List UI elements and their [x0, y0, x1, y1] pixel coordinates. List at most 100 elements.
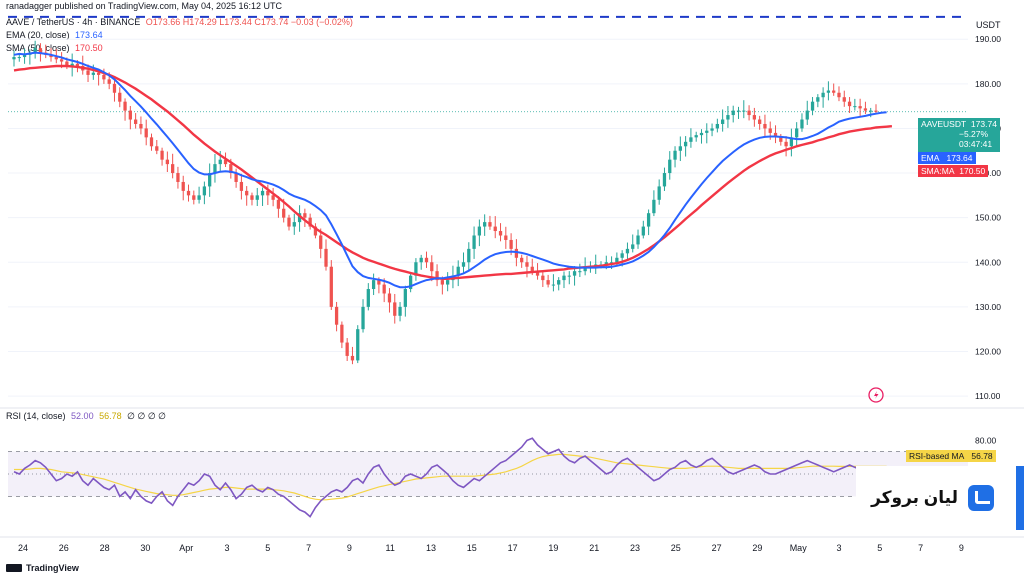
candle-body — [657, 186, 661, 200]
candle-body — [223, 159, 228, 165]
rsi-ma-tag-value: 56.78 — [971, 451, 993, 461]
candle-body — [541, 275, 545, 281]
time-tick-label: 25 — [671, 543, 681, 553]
candle-body — [795, 128, 799, 138]
ema-20-line — [13, 51, 887, 289]
price-tick-label: 130.00 — [975, 302, 1001, 312]
candle-body — [472, 235, 476, 249]
candle-body — [673, 150, 677, 160]
broker-brand: لیان بروکر — [856, 466, 1024, 530]
time-tick-label: 21 — [589, 543, 599, 553]
candle-body — [488, 222, 492, 227]
candle-body — [456, 266, 460, 276]
time-tick-label: 13 — [426, 543, 436, 553]
time-tick-label: 7 — [306, 543, 311, 553]
symbol-price-tag: AAVEUSDT 173.74 −5.27% 03:47:41 — [918, 118, 1000, 152]
candle-body — [75, 63, 80, 66]
candle-body — [805, 110, 809, 120]
candle-body — [763, 123, 767, 129]
candle-body — [821, 92, 825, 98]
candle-body — [350, 355, 355, 361]
price-axis[interactable]: 190.00180.00170.00160.00150.00140.00130.… — [975, 34, 1001, 401]
candle-body — [535, 271, 540, 276]
ema-legend[interactable]: EMA (20, close) 173.64 — [6, 30, 103, 41]
candle-body — [853, 106, 857, 108]
candle-body — [430, 262, 434, 272]
tradingview-icon — [6, 564, 22, 572]
time-axis[interactable]: 24 26 28 30 Apr 3 5 7 9 11 13 15 17 19 21 23 25 27 29 May 3 5… — [0, 536, 1024, 553]
candle-body — [22, 54, 27, 58]
candle-body — [562, 275, 566, 281]
candle-body — [398, 306, 402, 316]
candle-body — [419, 257, 423, 263]
candle-body — [165, 159, 170, 165]
candle-body — [208, 173, 212, 187]
rsi-legend-value: 52.00 — [71, 411, 94, 421]
candle-body — [572, 271, 577, 276]
ema-price-tag: EMA 173.64 — [918, 152, 976, 164]
candle-body — [874, 110, 878, 112]
candle-body — [118, 92, 122, 102]
tradingview-logo[interactable]: TradingView — [6, 563, 79, 573]
candle-body — [160, 150, 164, 160]
ema-legend-value: 173.64 — [75, 30, 103, 40]
candle-body — [477, 226, 482, 236]
candle-body — [181, 181, 185, 191]
candle-body — [636, 235, 640, 245]
candle-body — [742, 110, 746, 112]
candle-body — [863, 108, 868, 111]
candle-body — [641, 226, 645, 236]
sma-legend-value: 170.50 — [75, 43, 103, 53]
candle-body — [319, 235, 323, 249]
symbol-legend[interactable]: AAVE / TetherUS · 4h · BINANCE O173.66 H… — [6, 17, 353, 28]
rsi-ma-legend-value: 56.78 — [99, 411, 122, 421]
candle-body — [736, 110, 741, 112]
candle-body — [334, 306, 339, 325]
candle-body — [245, 190, 249, 196]
candle-body — [525, 262, 529, 267]
candle-body — [720, 119, 725, 124]
candle-body — [498, 231, 503, 236]
brand-logo-icon — [968, 485, 994, 511]
time-tick-label: 9 — [347, 543, 352, 553]
candle-body — [192, 195, 196, 200]
sma-tag-value: 170.50 — [959, 166, 986, 176]
candle-body — [186, 190, 191, 196]
sma-tag-label: SMA:MA — [921, 166, 955, 176]
candle-body — [86, 70, 90, 75]
time-tick-label: 5 — [265, 543, 270, 553]
candle-body — [12, 57, 16, 60]
candle-body — [229, 164, 233, 174]
candle-body — [239, 181, 244, 191]
time-tick-label: 11 — [386, 543, 395, 553]
time-tick-label: May — [790, 543, 808, 553]
candle-body — [255, 195, 259, 200]
time-tick-label: 9 — [959, 543, 964, 553]
candle-body — [345, 342, 349, 356]
ema-tag-value: 173.64 — [946, 153, 973, 163]
candle-body — [652, 199, 656, 214]
sma-legend[interactable]: SMA (50, close) 170.50 — [6, 43, 103, 54]
rsi-legend[interactable]: RSI (14, close) 52.00 56.78 ∅ ∅ ∅ ∅ — [6, 411, 166, 422]
price-tick-label: 140.00 — [975, 257, 1001, 267]
time-tick-label: 29 — [752, 543, 762, 553]
flash-icon[interactable] — [868, 387, 884, 403]
candle-body — [747, 110, 751, 116]
candle-body — [557, 280, 561, 285]
tag-symbol: AAVEUSDT — [921, 119, 967, 129]
candle-body — [102, 74, 106, 80]
rsi-panel: 80.00 — [0, 407, 1024, 518]
candle-body — [551, 284, 556, 286]
tag-change: −5.27% — [959, 129, 989, 139]
time-tick-label: 19 — [548, 543, 558, 553]
candle-body — [414, 262, 418, 276]
candle-body — [250, 195, 254, 200]
candle-body — [266, 190, 270, 196]
candle-body — [578, 271, 582, 273]
candle-body — [33, 48, 37, 53]
candle-body — [847, 101, 852, 107]
symbol-text: AAVE / TetherUS · 4h · BINANCE — [6, 17, 141, 27]
candle-body — [387, 293, 392, 303]
candle-body — [49, 54, 53, 58]
